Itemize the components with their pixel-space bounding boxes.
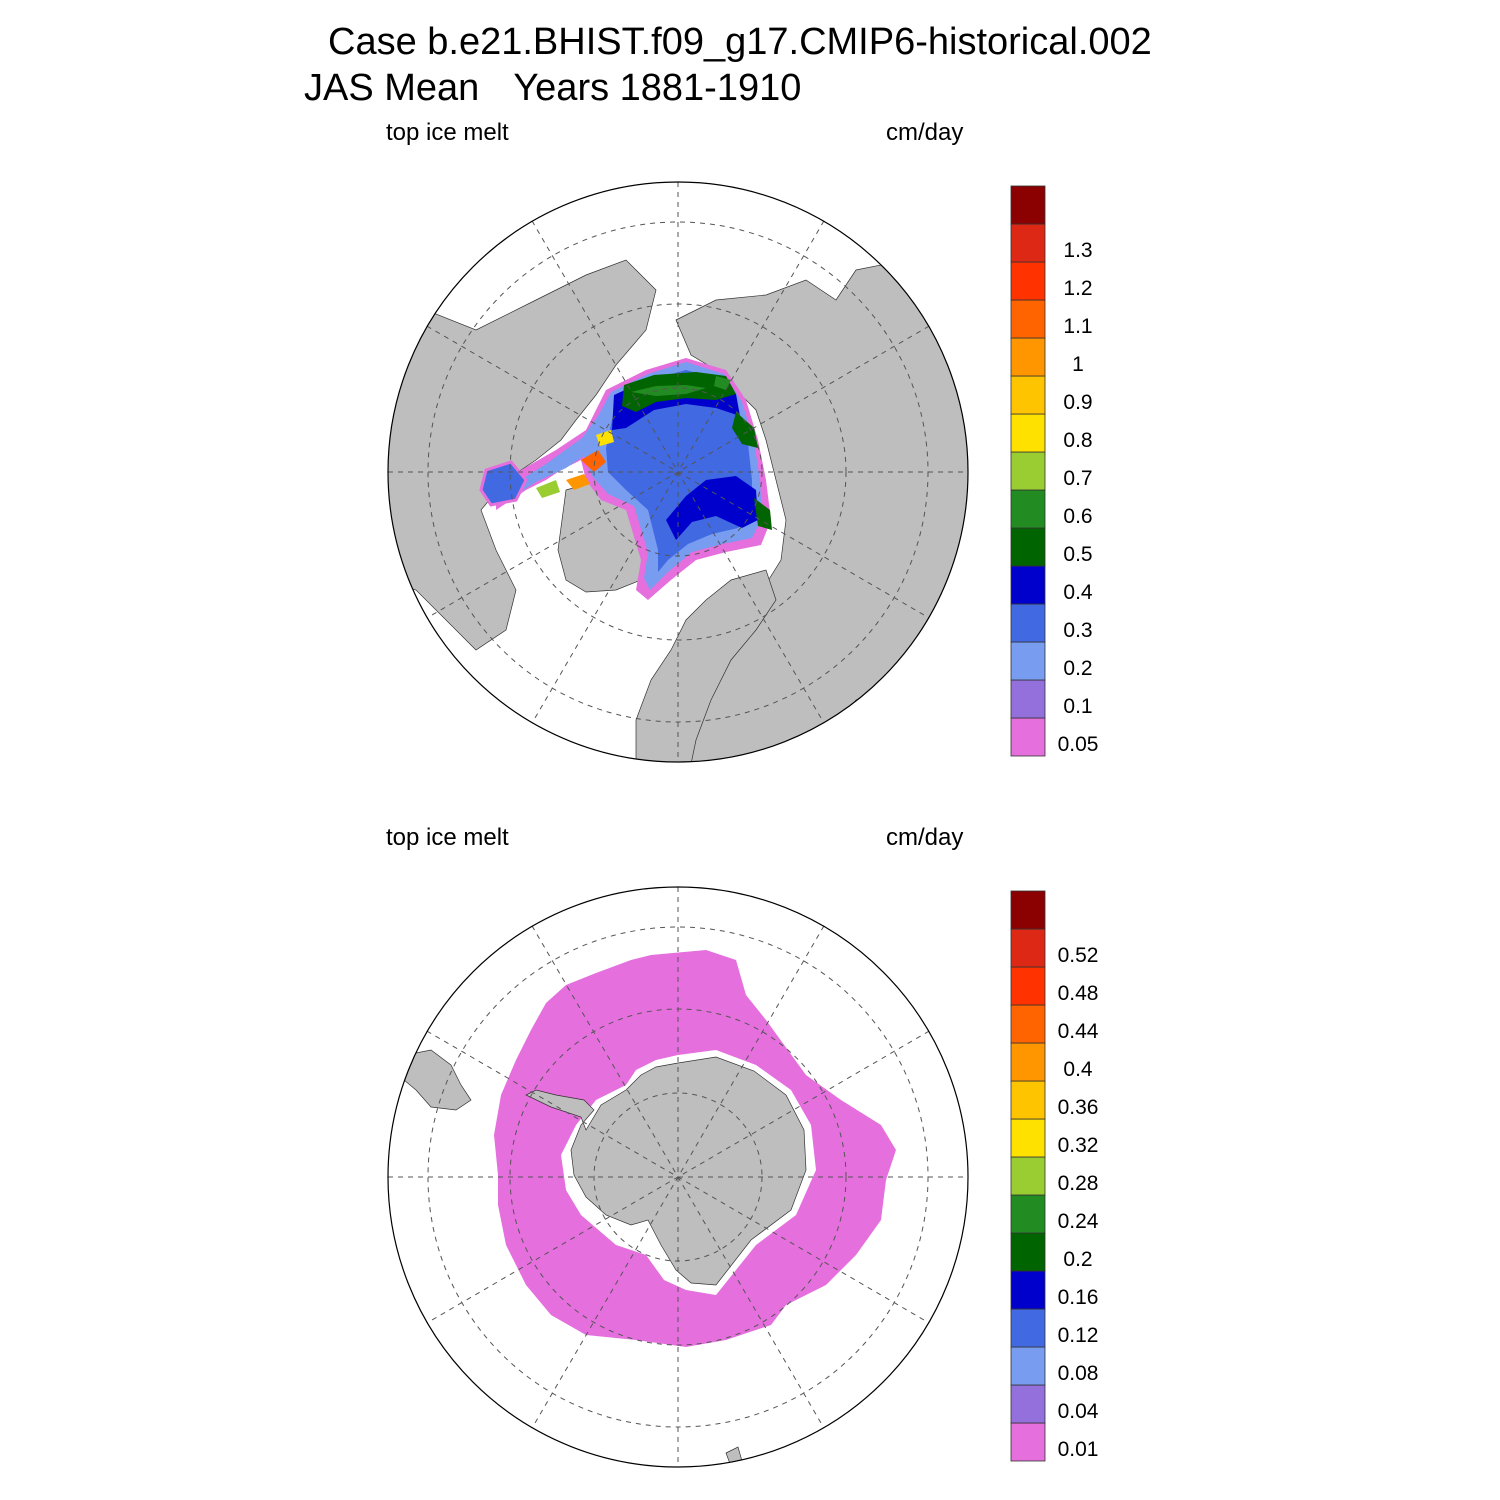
- colorbar-boxes: [1010, 185, 1046, 757]
- colorbar-tick-label: 0.2: [1063, 657, 1093, 680]
- colorbar-tick-label: 0.1: [1063, 695, 1093, 718]
- colorbar-tick-label: 1: [1072, 353, 1084, 376]
- colorbar-box: [1010, 603, 1046, 643]
- north-units-label: cm/day: [886, 119, 964, 146]
- colorbar-box: [1010, 261, 1046, 301]
- colorbar-tick-label: 0.01: [1057, 1438, 1099, 1461]
- colorbar-tick-label: 0.04: [1057, 1400, 1099, 1423]
- sea-ice-melt-shading-high: [622, 372, 772, 530]
- south-units-label: cm/day: [886, 824, 964, 851]
- north-polar-map: [387, 181, 969, 763]
- colorbar-tick-label: 0.28: [1057, 1172, 1099, 1195]
- land-mass-asia: [388, 259, 657, 651]
- colorbar-tick-label: 1.1: [1063, 315, 1093, 338]
- colorbar-tick-label: 0.05: [1057, 733, 1099, 756]
- colorbar-box: [1010, 1346, 1046, 1386]
- years-label: Years 1881-1910: [513, 67, 802, 109]
- colorbar-tick-label: 0.3: [1063, 619, 1093, 642]
- sea-ice-melt-archipelago-b: [566, 474, 590, 490]
- sea-ice-melt-hudson-bay: [479, 460, 528, 507]
- plot-title-case: Case b.e21.BHIST.f09_g17.CMIP6-historica…: [328, 21, 1152, 63]
- colorbar-tick-label: 0.36: [1057, 1096, 1099, 1119]
- colorbar-tick-label: 0.08: [1057, 1362, 1099, 1385]
- colorbar-box: [1010, 928, 1046, 968]
- colorbar-boxes: [1010, 890, 1046, 1462]
- colorbar-box: [1010, 1194, 1046, 1234]
- sea-ice-melt-archipelago-c: [536, 480, 560, 498]
- colorbar-tick-label: 0.32: [1057, 1134, 1099, 1157]
- colorbar-box: [1010, 1422, 1046, 1462]
- colorbar-box: [1010, 1080, 1046, 1120]
- colorbar-box: [1010, 223, 1046, 263]
- colorbar-tick-label: 0.8: [1063, 429, 1093, 452]
- colorbar-tick-label: 1.3: [1063, 239, 1093, 262]
- colorbar-box: [1010, 890, 1046, 930]
- land-mass-europe: [635, 569, 777, 762]
- colorbar-tick-label: 0.44: [1057, 1020, 1099, 1043]
- colorbar-tick-label: 0.4: [1063, 581, 1093, 604]
- colorbar-tick-label: 0.16: [1057, 1286, 1099, 1309]
- land-mass-south-america: [403, 1049, 472, 1111]
- colorbar-tick-label: 0.9: [1063, 391, 1093, 414]
- colorbar-box: [1010, 299, 1046, 339]
- colorbar-box: [1010, 1308, 1046, 1348]
- land-mass-antarctica: [525, 1056, 807, 1286]
- sea-ice-melt-archipelago-d: [596, 430, 614, 446]
- sea-ice-melt-shading-mid: [606, 370, 752, 572]
- colorbar-tick-label: 0.4: [1063, 1058, 1093, 1081]
- colorbar-box: [1010, 641, 1046, 681]
- colorbar-box: [1010, 1004, 1046, 1044]
- plot-title-period: JAS Mean Years 1881-1910: [304, 68, 801, 108]
- sea-ice-melt-shading-ring: [494, 950, 896, 1347]
- colorbar-box: [1010, 1156, 1046, 1196]
- season-label: JAS Mean: [304, 67, 480, 109]
- colorbar-tick-label: 0.2: [1063, 1248, 1093, 1271]
- colorbar-box: [1010, 489, 1046, 529]
- colorbar-tick-label: 1.2: [1063, 277, 1093, 300]
- colorbar-box: [1010, 1232, 1046, 1272]
- colorbar-box: [1010, 185, 1046, 225]
- colorbar-box: [1010, 337, 1046, 377]
- north-variable-label: top ice melt: [386, 119, 509, 146]
- colorbar-tick-label: 0.5: [1063, 543, 1093, 566]
- colorbar-box: [1010, 527, 1046, 567]
- colorbar-tick-label: 0.48: [1057, 982, 1099, 1005]
- colorbar-box: [1010, 1118, 1046, 1158]
- colorbar-tick-label: 0.6: [1063, 505, 1093, 528]
- colorbar-tick-label: 0.52: [1057, 944, 1099, 967]
- south-variable-label: top ice melt: [386, 824, 509, 851]
- colorbar-tick-label: 0.12: [1057, 1324, 1099, 1347]
- colorbar-box: [1010, 679, 1046, 719]
- colorbar-tick-label: 0.7: [1063, 467, 1093, 490]
- colorbar-tick-label: 0.24: [1057, 1210, 1099, 1233]
- sea-ice-melt-archipelago-a: [581, 450, 606, 472]
- colorbar-box: [1010, 565, 1046, 605]
- sea-ice-melt-shading-band: [612, 374, 758, 540]
- colorbar-box: [1010, 966, 1046, 1006]
- south-polar-map: [387, 886, 969, 1468]
